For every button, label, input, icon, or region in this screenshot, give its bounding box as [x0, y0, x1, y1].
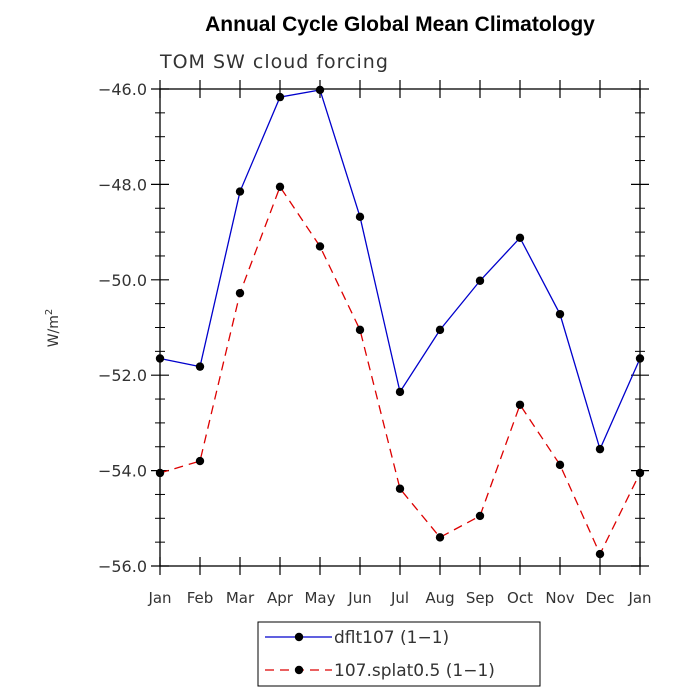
series-2: [155, 182, 645, 559]
x-tick-label: Jan: [627, 589, 651, 607]
data-point: [635, 468, 645, 478]
x-tick-label: Mar: [226, 589, 255, 607]
data-point: [315, 242, 325, 251]
x-tick-label: Apr: [267, 589, 294, 607]
x-tick-label: Jun: [347, 589, 371, 607]
data-point: [275, 182, 285, 191]
y-tick-label: −56.0: [98, 557, 147, 576]
x-tick-label: Dec: [585, 589, 614, 607]
data-point: [195, 456, 205, 466]
data-point: [235, 288, 245, 298]
legend-label-2: 107.splat0.5 (1−1): [334, 661, 495, 681]
x-tick-label: Nov: [545, 589, 574, 607]
y-tick-label: −54.0: [98, 462, 147, 481]
plot-frame: [159, 88, 641, 567]
x-tick-label: Feb: [187, 589, 214, 607]
data-point: [475, 276, 485, 285]
data-point: [595, 549, 605, 559]
y-axis-label-text: W/m: [46, 315, 62, 347]
data-point: [195, 362, 205, 371]
y-axis-label-superscript: 2: [44, 309, 55, 315]
data-point: [475, 511, 485, 521]
x-tick-label: Sep: [466, 589, 494, 607]
y-tick-label: −46.0: [98, 80, 147, 99]
data-point: [555, 460, 565, 470]
chart-subtitle: TOM SW cloud forcing: [159, 51, 389, 73]
data-point: [555, 309, 565, 319]
y-tick-label: −52.0: [98, 366, 147, 385]
series-layer: [155, 85, 645, 559]
data-point: [275, 92, 285, 102]
x-tick-label: Jan: [147, 589, 171, 607]
data-point: [515, 400, 525, 409]
legend: dflt107 (1−1) 107.splat0.5 (1−1): [257, 621, 541, 687]
series-1: [155, 85, 645, 454]
data-point: [235, 187, 245, 196]
series-line: [159, 185, 641, 556]
data-point: [435, 533, 445, 542]
y-tick-label: −48.0: [98, 175, 147, 194]
data-point: [435, 325, 445, 335]
data-point: [315, 85, 325, 95]
data-point: [515, 233, 525, 243]
x-tick-label: Oct: [507, 589, 533, 607]
x-tick-label: Jul: [390, 589, 409, 607]
legend-marker-2: [294, 665, 304, 675]
data-point: [635, 354, 645, 363]
data-point: [355, 325, 365, 335]
x-tick-label: May: [304, 589, 335, 607]
x-tick-label: Aug: [425, 589, 454, 607]
data-point: [155, 468, 165, 478]
legend-box: [257, 621, 541, 687]
data-point: [355, 212, 365, 222]
legend-label-1: dflt107 (1−1): [334, 628, 449, 648]
y-tick-label: −50.0: [98, 271, 147, 290]
data-point: [155, 354, 165, 363]
data-point: [395, 484, 405, 493]
chart-title: Annual Cycle Global Mean Climatology: [205, 13, 595, 36]
data-point: [595, 444, 605, 454]
data-point: [395, 387, 405, 397]
y-axis-label: W/m2: [44, 309, 62, 348]
legend-marker-1: [294, 632, 304, 642]
